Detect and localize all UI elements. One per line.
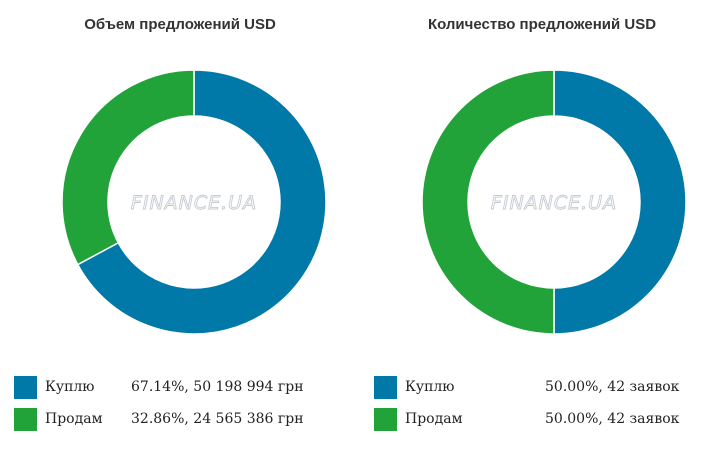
finance-ua-watermark: FINANCE.UA bbox=[491, 192, 617, 214]
legend-item-buy: Куплю 50.00%, 42 заявок bbox=[374, 376, 704, 400]
donut-chart-volume: FINANCE.UA bbox=[61, 69, 327, 335]
legend-label: Продам bbox=[405, 411, 463, 427]
legend-swatch-buy bbox=[374, 376, 397, 399]
donut-slice-sell bbox=[421, 69, 555, 335]
legend-item-sell: Продам 32.86%, 24 565 386 грн bbox=[14, 408, 344, 432]
finance-ua-watermark: FINANCE.UA bbox=[131, 192, 257, 214]
chart-title: Количество предложений USD bbox=[427, 16, 657, 33]
donut-slice-buy bbox=[553, 69, 687, 335]
count-chart-panel: Количество предложений USD FINANCE.UA Ку… bbox=[360, 0, 720, 450]
legend-item-buy: Куплю 67.14%, 50 198 994 грн bbox=[14, 376, 344, 400]
legend-swatch-sell bbox=[374, 408, 397, 431]
legend-value: 50.00%, 42 заявок bbox=[545, 379, 680, 395]
legend-swatch-sell bbox=[14, 408, 37, 431]
legend-label: Куплю bbox=[45, 379, 95, 395]
legend-item-sell: Продам 50.00%, 42 заявок bbox=[374, 408, 704, 432]
donut-chart-count: FINANCE.UA bbox=[421, 69, 687, 335]
legend-value: 67.14%, 50 198 994 грн bbox=[131, 379, 304, 395]
legend-label: Продам bbox=[45, 411, 103, 427]
chart-title: Объем предложений USD bbox=[84, 16, 276, 33]
legend-value: 32.86%, 24 565 386 грн bbox=[131, 411, 304, 427]
legend-swatch-buy bbox=[14, 376, 37, 399]
volume-chart-panel: Объем предложений USD FINANCE.UA Куплю 6… bbox=[14, 16, 344, 432]
legend-label: Куплю bbox=[405, 379, 455, 395]
legend-value: 50.00%, 42 заявок bbox=[545, 411, 680, 427]
donut-slice-sell bbox=[61, 69, 195, 266]
donut-slice-buy bbox=[76, 69, 327, 335]
